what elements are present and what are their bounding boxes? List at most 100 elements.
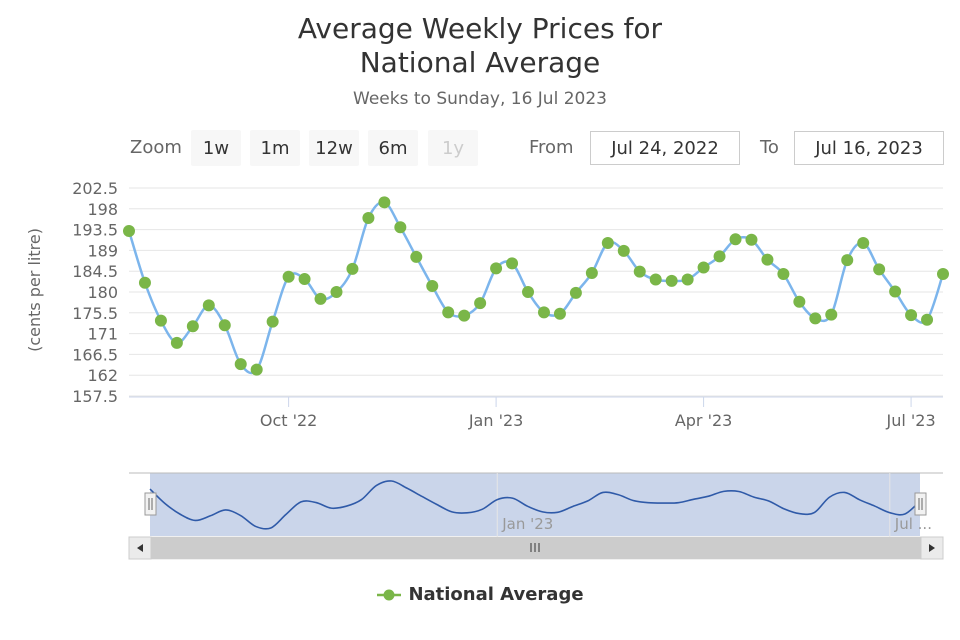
to-date-input[interactable]: Jul 16, 2023	[794, 131, 944, 165]
scrollbar-thumb[interactable]	[151, 537, 921, 559]
navigator-tick-label: Jul ...	[894, 515, 932, 533]
data-point[interactable]	[234, 358, 247, 371]
scrollbar-grip-icon	[530, 543, 540, 552]
data-point[interactable]	[522, 286, 535, 298]
data-point[interactable]	[314, 292, 327, 305]
data-point[interactable]	[681, 273, 694, 286]
y-tick-label: 162	[87, 366, 118, 385]
navigator[interactable]: Jan '23 Jul ...	[129, 472, 943, 537]
y-tick-label: 193.5	[72, 221, 118, 240]
y-tick-label: 202.5	[72, 179, 118, 198]
data-point[interactable]	[298, 273, 311, 286]
scroll-left-button[interactable]	[128, 536, 152, 560]
data-point[interactable]	[490, 262, 503, 275]
data-point[interactable]	[761, 253, 774, 266]
plot-grid	[129, 187, 943, 397]
data-point[interactable]	[410, 250, 423, 263]
data-point[interactable]	[649, 273, 662, 286]
navigator-handle-right[interactable]	[914, 492, 927, 516]
x-axis: Oct '22 Jan '23 Apr '23 Jul '23	[129, 396, 943, 430]
data-point[interactable]	[697, 261, 710, 274]
data-point[interactable]	[793, 295, 806, 308]
data-point[interactable]	[266, 315, 279, 328]
zoom-button-1m[interactable]: 1m	[250, 130, 300, 166]
y-tick-label: 171	[87, 325, 118, 344]
data-point[interactable]	[617, 244, 630, 257]
data-point[interactable]	[825, 308, 838, 321]
chart-subtitle: Weeks to Sunday, 16 Jul 2023	[353, 89, 607, 109]
data-point[interactable]	[442, 306, 455, 319]
data-point[interactable]	[394, 221, 407, 234]
from-date-input[interactable]: Jul 24, 2022	[590, 131, 740, 165]
scroll-right-button[interactable]	[920, 536, 944, 560]
data-point[interactable]	[378, 196, 391, 209]
navigator-tick-label: Jan '23	[501, 515, 553, 533]
data-point[interactable]	[585, 267, 598, 280]
data-point[interactable]	[426, 279, 439, 292]
data-point[interactable]	[857, 237, 870, 250]
x-tick-label: Apr '23	[675, 411, 733, 430]
data-point[interactable]	[123, 224, 135, 237]
data-point[interactable]	[506, 257, 519, 270]
data-point[interactable]	[633, 265, 646, 278]
zoom-button-6m[interactable]: 6m	[368, 130, 418, 166]
navigator-labels: Jan '23 Jul ...	[501, 515, 932, 533]
to-label: To	[760, 137, 779, 158]
data-point[interactable]	[745, 233, 758, 246]
x-tick-label: Oct '22	[260, 411, 318, 430]
x-tick-label: Jan '23	[468, 411, 524, 430]
data-point[interactable]	[202, 299, 215, 312]
data-point[interactable]	[154, 314, 167, 327]
navigator-handle-left[interactable]	[144, 492, 157, 516]
scrollbar[interactable]	[128, 536, 944, 560]
data-point[interactable]	[937, 267, 949, 280]
data-point[interactable]	[362, 212, 375, 225]
data-point[interactable]	[138, 276, 151, 289]
series-line-national-average	[127, 200, 945, 375]
zoom-button-12w[interactable]: 12w	[309, 130, 359, 166]
data-point[interactable]	[729, 233, 742, 246]
data-point[interactable]	[777, 267, 790, 280]
x-tick-label: Jul '23	[886, 411, 936, 430]
legend-label: National Average	[408, 584, 584, 605]
data-point[interactable]	[921, 313, 934, 326]
data-point[interactable]	[873, 263, 886, 276]
zoom-button-1w[interactable]: 1w	[191, 130, 241, 166]
data-point[interactable]	[218, 319, 231, 332]
data-point[interactable]	[250, 363, 263, 376]
zoom-button-1y: 1y	[428, 130, 478, 166]
data-point[interactable]	[458, 309, 471, 322]
from-label: From	[529, 137, 574, 158]
legend-item-national-average[interactable]: National Average	[0, 584, 960, 605]
y-tick-label: 175.5	[72, 304, 118, 323]
arrow-right-icon	[929, 544, 935, 552]
y-tick-label: 157.5	[72, 387, 118, 406]
navigator-mask	[150, 473, 920, 536]
data-point[interactable]	[553, 307, 566, 320]
data-point[interactable]	[665, 274, 678, 287]
data-point[interactable]	[170, 336, 183, 349]
y-axis-label: (cents per litre)	[25, 228, 44, 352]
y-tick-label: 166.5	[72, 345, 118, 364]
data-point[interactable]	[713, 250, 726, 263]
data-point[interactable]	[537, 306, 550, 319]
y-tick-label: 198	[87, 200, 118, 219]
data-point[interactable]	[474, 297, 487, 310]
data-point[interactable]	[809, 312, 822, 325]
y-tick-label: 184.5	[72, 262, 118, 281]
data-point[interactable]	[841, 254, 854, 267]
series-markers	[123, 196, 949, 376]
data-point[interactable]	[346, 262, 359, 275]
data-point[interactable]	[186, 320, 199, 333]
data-point[interactable]	[889, 285, 902, 298]
data-point[interactable]	[569, 286, 582, 299]
y-tick-label: 189	[87, 241, 118, 260]
data-point[interactable]	[905, 309, 918, 322]
data-point[interactable]	[282, 270, 295, 283]
arrow-left-icon	[137, 544, 143, 552]
data-point[interactable]	[601, 237, 614, 250]
navigator-grid	[496, 473, 891, 537]
data-point[interactable]	[330, 286, 343, 298]
